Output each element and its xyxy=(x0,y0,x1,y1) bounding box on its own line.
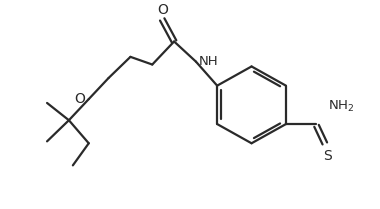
Text: O: O xyxy=(157,4,168,18)
Text: S: S xyxy=(323,149,332,163)
Text: NH: NH xyxy=(199,55,218,68)
Text: NH$_2$: NH$_2$ xyxy=(328,99,354,114)
Text: O: O xyxy=(74,92,85,106)
